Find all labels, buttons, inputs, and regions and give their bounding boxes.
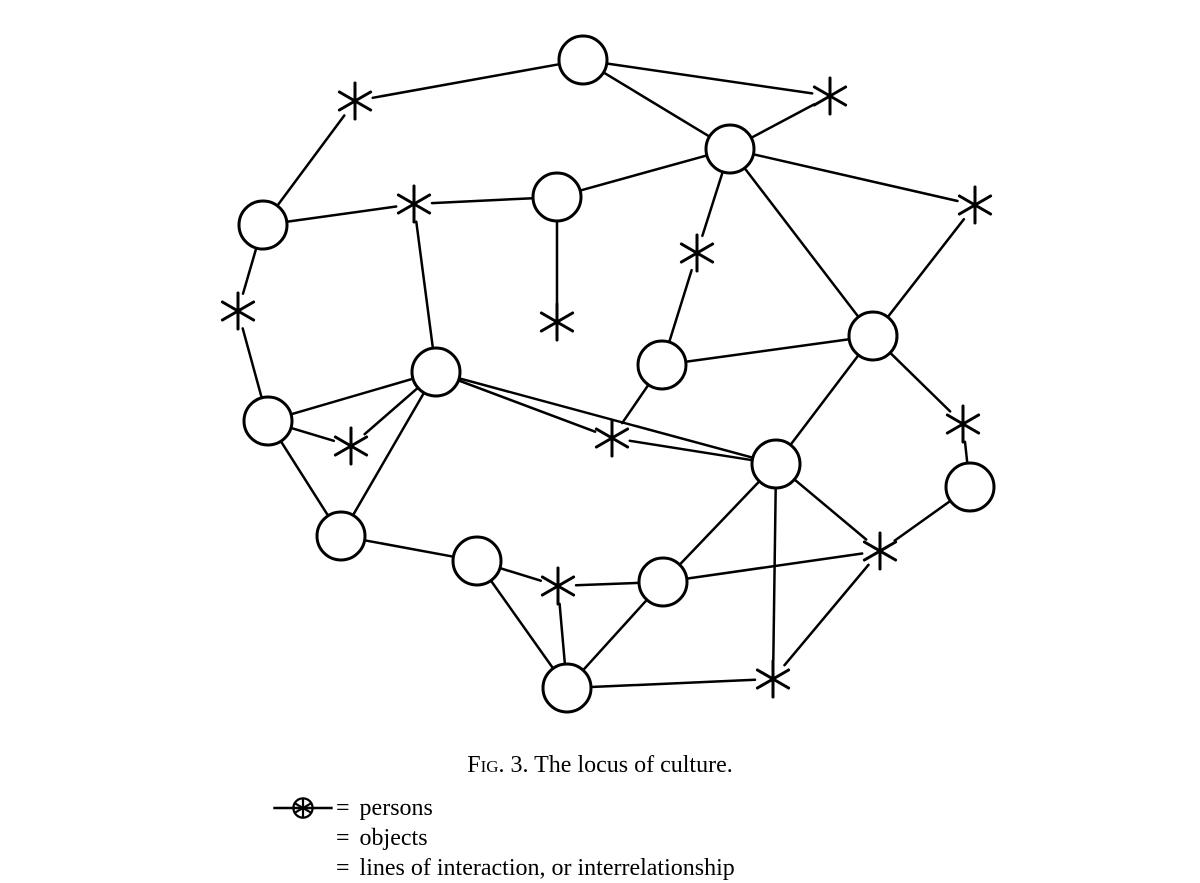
edge xyxy=(432,198,533,203)
legend-label: objects xyxy=(350,825,428,851)
object-node xyxy=(596,420,627,456)
edge xyxy=(281,441,328,515)
edge xyxy=(591,680,755,687)
object-node xyxy=(681,235,712,271)
legend-label: persons xyxy=(350,795,433,821)
edge xyxy=(365,540,454,556)
edge xyxy=(459,378,753,457)
edge xyxy=(576,583,639,585)
object-node xyxy=(542,568,573,604)
person-node xyxy=(706,125,754,173)
edge xyxy=(291,428,334,441)
edge xyxy=(890,353,950,412)
edge xyxy=(583,600,647,670)
edge xyxy=(287,207,396,222)
object-node xyxy=(864,533,895,569)
edge xyxy=(965,442,967,463)
figure-legend: = persons= objects= lines of interaction… xyxy=(270,793,735,883)
person-node xyxy=(946,463,994,511)
network-diagram xyxy=(0,0,1200,879)
object-node xyxy=(398,186,429,222)
object-node xyxy=(339,83,370,119)
edge xyxy=(560,604,565,664)
edge xyxy=(895,501,951,541)
legend-row: = persons xyxy=(270,793,735,823)
legend-equals: = xyxy=(336,795,350,821)
person-node xyxy=(239,201,287,249)
edge xyxy=(888,219,964,317)
object-node xyxy=(757,661,788,697)
object-node xyxy=(959,187,990,223)
legend-row: = objects xyxy=(270,823,735,853)
edge xyxy=(604,72,710,136)
edge xyxy=(416,222,433,348)
person-node xyxy=(543,664,591,712)
person-node xyxy=(412,348,460,396)
edge xyxy=(773,488,775,661)
person-node xyxy=(752,440,800,488)
nodes-group xyxy=(222,36,994,712)
edge xyxy=(686,339,849,361)
edge xyxy=(753,154,957,201)
person-node xyxy=(559,36,607,84)
caption-number: 3. xyxy=(511,752,529,778)
object-node xyxy=(335,428,366,464)
person-node xyxy=(533,173,581,221)
edge xyxy=(580,155,707,190)
legend-equals: = xyxy=(336,825,350,851)
edge xyxy=(791,355,859,445)
person-node xyxy=(453,537,501,585)
legend-equals: = xyxy=(336,855,350,881)
edge xyxy=(607,64,813,94)
figure-caption: Fig. 3. The locus of culture. xyxy=(0,752,1200,779)
legend-label: lines of interaction, or interrelationsh… xyxy=(350,855,735,881)
edge xyxy=(277,116,344,206)
edge xyxy=(500,568,541,581)
caption-text: The locus of culture. xyxy=(534,752,733,778)
edge xyxy=(680,481,760,564)
person-node xyxy=(849,312,897,360)
edge xyxy=(373,64,560,98)
edge xyxy=(751,104,814,137)
person-node xyxy=(244,397,292,445)
object-node xyxy=(947,406,978,442)
edge xyxy=(785,565,869,665)
object-node xyxy=(222,293,253,329)
edge xyxy=(243,248,256,294)
edge xyxy=(794,479,866,539)
edges-group xyxy=(243,64,968,688)
edge xyxy=(630,441,753,460)
edge xyxy=(365,388,418,434)
edge xyxy=(243,328,262,397)
edge xyxy=(622,385,648,423)
edge xyxy=(459,380,596,431)
object-node xyxy=(541,304,572,340)
person-node xyxy=(639,558,687,606)
person-node xyxy=(638,341,686,389)
person-node xyxy=(317,512,365,560)
edge xyxy=(669,270,691,342)
edge xyxy=(745,168,859,317)
edge xyxy=(702,172,722,236)
object-node xyxy=(814,78,845,114)
caption-prefix: Fig. xyxy=(467,752,504,778)
